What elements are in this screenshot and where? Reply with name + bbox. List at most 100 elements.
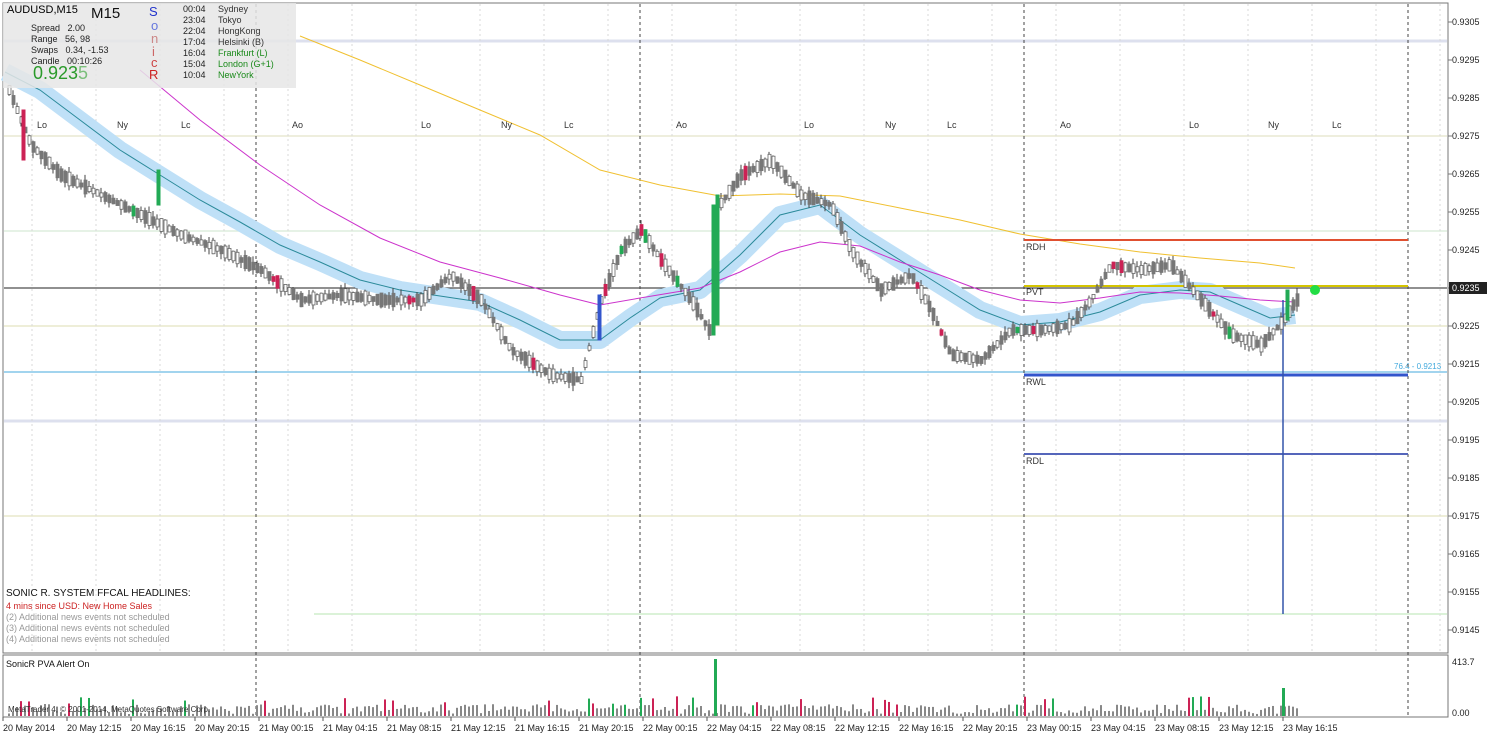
volume-bar xyxy=(1232,708,1234,716)
candle-body xyxy=(419,293,424,307)
candle-body xyxy=(1135,266,1140,273)
candle-body xyxy=(1271,328,1276,336)
candle-body xyxy=(163,219,168,235)
headline-4: (4) Additional news events not scheduled xyxy=(6,634,170,644)
candle-body xyxy=(267,271,272,281)
candle-body xyxy=(1239,334,1244,342)
volume-bar xyxy=(148,711,150,716)
volume-bar xyxy=(64,713,66,716)
volume-bar xyxy=(880,713,882,716)
candle-body xyxy=(755,161,760,173)
price-tick-label: 0.9245 xyxy=(1452,245,1480,255)
pva-indicator-title: SonicR PVA Alert On xyxy=(6,659,90,669)
volume-bar xyxy=(200,704,202,716)
time-tick-label: 23 May 00:15 xyxy=(1027,723,1082,733)
price-tick-label: 0.9305 xyxy=(1452,17,1480,27)
volume-bar xyxy=(1282,688,1285,716)
candle-body xyxy=(59,168,64,182)
session-marker: Ny xyxy=(1268,120,1279,130)
candle-body xyxy=(323,293,328,301)
time-tick-label: 22 May 16:15 xyxy=(899,723,954,733)
candle-body xyxy=(1231,328,1236,343)
volume-bar xyxy=(1148,710,1150,716)
candle-body xyxy=(191,236,196,243)
candle-body xyxy=(347,291,352,301)
candle-body xyxy=(1195,290,1200,301)
candle-body xyxy=(227,248,232,260)
candle-body xyxy=(887,282,892,290)
headline-2: (2) Additional news events not scheduled xyxy=(6,612,170,622)
candle-body xyxy=(583,360,588,368)
candle-body xyxy=(1219,318,1224,329)
candle-body xyxy=(779,165,784,178)
candle-body xyxy=(183,229,188,244)
candle-body xyxy=(1019,324,1024,336)
price-tick-label: 0.9165 xyxy=(1452,549,1480,559)
volume-bar xyxy=(1060,712,1062,716)
volume-bar xyxy=(1088,711,1090,716)
volume-bar xyxy=(140,712,142,716)
volume-bar xyxy=(676,696,678,716)
candle-body xyxy=(1171,260,1176,275)
volume-bar xyxy=(296,710,298,716)
candle-body xyxy=(483,303,488,310)
climax-candle xyxy=(1285,289,1290,321)
volume-bar xyxy=(648,705,650,716)
symbol-title: AUDUSD,M15 xyxy=(7,4,78,16)
volume-bar xyxy=(1000,708,1002,716)
volume-bar xyxy=(176,709,178,716)
volume-bar xyxy=(224,709,226,716)
candle-body xyxy=(1163,262,1168,270)
candle-body xyxy=(295,294,300,300)
candle-body xyxy=(519,351,524,361)
candle-body xyxy=(63,170,68,184)
session-marker: Ny xyxy=(885,120,896,130)
candle-body xyxy=(1151,261,1156,275)
session-marker: Lc xyxy=(564,120,574,130)
volume-bar xyxy=(736,705,738,716)
candle-body xyxy=(795,183,800,198)
candle-body xyxy=(303,296,308,303)
volume-bar xyxy=(1184,710,1186,716)
candle-body xyxy=(95,189,100,197)
volume-bar xyxy=(884,699,886,716)
stat-range: Range 56, 98 xyxy=(31,34,91,44)
time-tick-label: 22 May 20:15 xyxy=(963,723,1018,733)
volume-bar xyxy=(300,707,302,716)
ema34-line xyxy=(4,71,1296,341)
volume-bar xyxy=(956,713,958,716)
volume-bar xyxy=(928,706,930,716)
candle-body xyxy=(275,275,280,289)
candle-body xyxy=(223,245,228,259)
candle-body xyxy=(1051,323,1056,333)
volume-bar xyxy=(1032,710,1034,716)
candle-body xyxy=(35,147,40,155)
candle-body xyxy=(511,347,516,356)
volume-bar xyxy=(108,711,110,716)
candle-body xyxy=(763,158,768,168)
candle-body xyxy=(355,291,360,303)
volume-bar xyxy=(1160,712,1162,716)
volume-bar xyxy=(1176,704,1178,716)
time-tick-label: 20 May 16:15 xyxy=(131,723,186,733)
candle-body xyxy=(127,206,132,212)
volume-bar xyxy=(516,706,518,716)
volume-bar xyxy=(1276,713,1278,716)
volume-bar xyxy=(252,713,254,716)
session-marker: Ao xyxy=(292,120,303,130)
candle-body xyxy=(975,354,980,364)
candle-body xyxy=(687,291,692,304)
candle-body xyxy=(1087,297,1092,308)
candle-body xyxy=(83,179,88,195)
volume-bar xyxy=(936,712,938,716)
volume-bar xyxy=(344,698,346,716)
candle-body xyxy=(139,210,144,220)
candle-body xyxy=(551,368,556,383)
candle-body xyxy=(203,240,208,248)
volume-bar xyxy=(1292,706,1294,716)
candle-body xyxy=(967,351,972,365)
volume-bar xyxy=(372,707,374,716)
price-tick-label: 0.9205 xyxy=(1452,397,1480,407)
candle-body xyxy=(855,251,860,265)
